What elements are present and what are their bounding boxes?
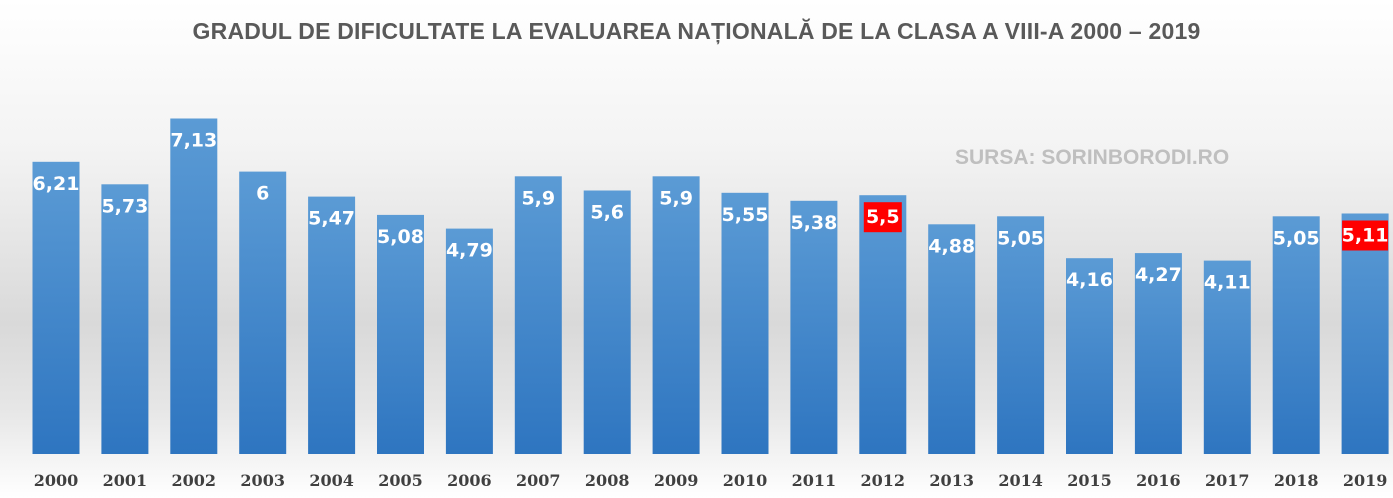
data-label-2012: 5,5 [866,206,900,228]
x-tick-2005: 2005 [378,471,423,490]
bar-2002 [170,118,218,454]
x-tick-2008: 2008 [585,471,630,490]
x-tick-2011: 2011 [792,471,837,490]
data-label-2003: 6 [256,183,269,205]
chart-title: GRADUL DE DIFICULTATE LA EVALUAREA NAȚIO… [192,18,1201,44]
data-label-2006: 4,79 [446,240,493,262]
x-tick-2014: 2014 [998,471,1043,490]
bar-2004 [308,196,356,454]
data-label-2001: 5,73 [101,195,148,217]
x-tick-2017: 2017 [1205,471,1250,490]
bars-layer [32,118,1389,455]
x-tick-2004: 2004 [309,471,354,490]
data-label-2007: 5,9 [521,187,555,209]
bar-2006 [445,228,493,454]
data-label-2013: 4,88 [928,235,975,257]
bar-2013 [928,224,976,454]
highlight-label-bg-2012 [863,202,902,233]
bar-2017 [1203,260,1251,454]
x-tick-2001: 2001 [103,471,148,490]
x-tick-2002: 2002 [172,471,217,490]
highlight-label-bg-2019 [1342,220,1389,251]
x-tick-2016: 2016 [1136,471,1181,490]
x-tick-2003: 2003 [240,471,285,490]
data-label-2000: 6,21 [33,173,80,195]
data-label-2002: 7,13 [170,130,217,152]
x-tick-2013: 2013 [929,471,974,490]
bar-2012 [859,195,907,454]
bar-2007 [514,176,562,455]
data-label-2014: 5,05 [997,227,1044,249]
x-tick-2019: 2019 [1343,471,1388,490]
source-annotation: SURSA: SORINBORODI.RO [955,146,1230,169]
bar-2014 [997,216,1045,454]
data-label-2018: 5,05 [1273,227,1320,249]
bar-2018 [1272,216,1320,454]
bar-2001 [101,184,149,455]
x-tick-2009: 2009 [654,471,699,490]
x-tick-2015: 2015 [1067,471,1112,490]
data-label-2008: 5,6 [590,202,624,224]
data-label-2011: 5,38 [790,212,837,234]
x-axis-ticks: 2000 2001 2002 2003 2004 2005 2006 2007 2008 2009… [34,471,1388,490]
labels-layer: 6,21 5,73 7,13 6 5,47 5,08 4,79 5,9 5,6 5,9 5,55 5,… [33,130,1389,294]
bar-2010 [721,192,769,455]
bar-2008 [583,190,631,454]
bar-2016 [1134,253,1182,454]
bar-2003 [239,171,287,454]
bar-2000 [32,161,80,455]
x-tick-2006: 2006 [447,471,492,490]
bar-2019 [1341,213,1389,454]
data-label-2009: 5,9 [659,187,693,209]
x-tick-2018: 2018 [1274,471,1319,490]
data-label-2015: 4,16 [1066,269,1113,291]
bar-2009 [652,176,700,455]
x-tick-2000: 2000 [34,471,79,490]
data-label-2004: 5,47 [308,208,355,230]
data-label-2005: 5,08 [377,226,424,248]
bar-2005 [377,214,424,454]
x-tick-2010: 2010 [723,471,768,490]
bar-2015 [1066,258,1113,454]
x-tick-2007: 2007 [516,471,561,490]
data-label-2016: 4,27 [1135,264,1182,286]
data-label-2010: 5,55 [722,204,769,226]
data-label-2019: 5,11 [1342,225,1389,247]
x-tick-2012: 2012 [861,471,906,490]
bar-2011 [790,200,838,454]
data-label-2017: 4,11 [1204,272,1251,294]
